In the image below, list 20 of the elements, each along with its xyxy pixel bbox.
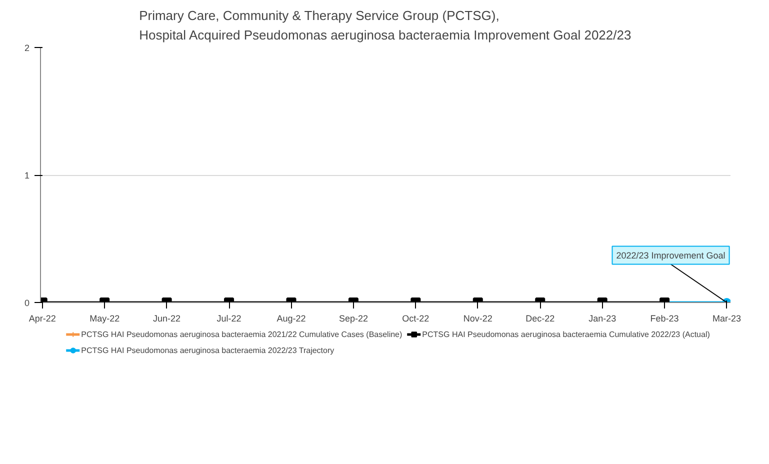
x-tick-label: Oct-22 <box>402 314 430 324</box>
x-tick-label: Mar-23 <box>712 314 742 324</box>
x-tick-label: May-22 <box>90 314 120 324</box>
y-tick-label: 1 <box>24 170 30 180</box>
x-tick-label: Jan-23 <box>588 314 616 324</box>
x-tick-label: Aug-22 <box>276 314 306 324</box>
x-tick-label: Nov-22 <box>463 314 492 324</box>
y-tick-label: 0 <box>24 298 30 308</box>
x-tick-label: Sep-22 <box>338 314 368 324</box>
x-tick-label: Jun-22 <box>153 314 181 324</box>
y-tick-label: 2 <box>24 43 30 53</box>
x-tick-label: Feb-23 <box>650 314 679 324</box>
chart-title: Primary Care, Community & Therapy Service Group (PCTSG), Hospital Acquired Pseudomonas aeruginosa bacteraemia Improvement Goal 2022/23 <box>139 8 632 42</box>
x-tick-label: Jul-22 <box>216 314 242 324</box>
annotation: 2022/23 Improvement Goal <box>616 250 726 260</box>
legend-label: PCTSG HAI Pseudomonas aeruginosa bacteraemia Cumulative 2022/23 (Actual) <box>422 328 710 340</box>
x-tick-label: Apr-22 <box>28 314 56 324</box>
x-tick-label: Dec-22 <box>526 314 555 324</box>
legend-label: PCTSG HAI Pseudomonas aeruginosa bacteraemia 2022/23 Trajectory <box>81 344 334 356</box>
legend-label: PCTSG HAI Pseudomonas aeruginosa bacteraemia 2021/22 Cumulative Cases (Baseline) <box>81 328 402 340</box>
